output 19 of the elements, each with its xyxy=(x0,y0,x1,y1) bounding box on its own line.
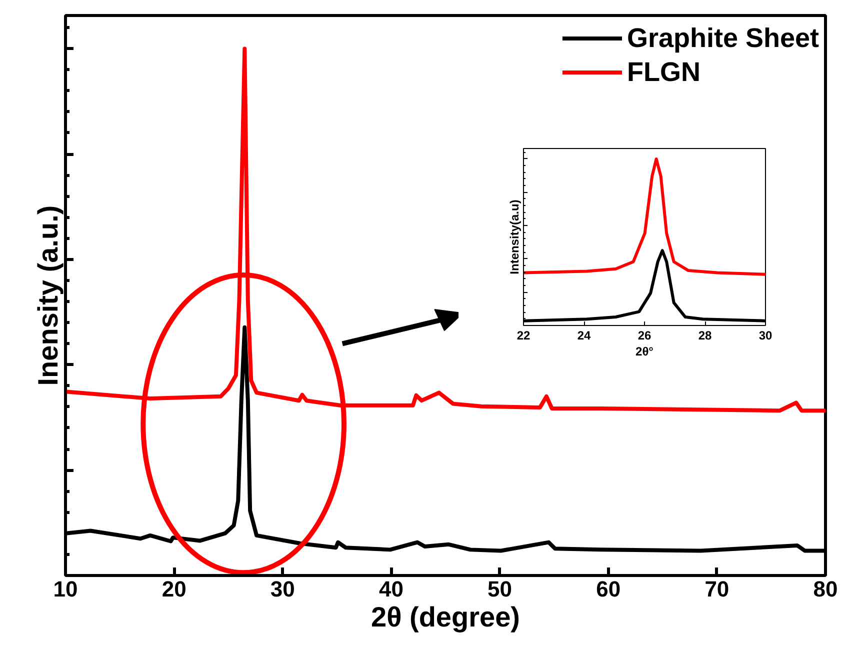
x-axis-title: 2θ° xyxy=(636,344,654,358)
x-tick-label: 30 xyxy=(758,328,772,342)
x-tick-label: 60 xyxy=(596,576,621,602)
x-tick-label: 28 xyxy=(698,328,712,342)
x-tick-label: 22 xyxy=(516,328,530,342)
x-tick-label: 26 xyxy=(638,328,652,342)
x-tick-label: 80 xyxy=(813,576,838,602)
x-tick-label: 70 xyxy=(704,576,730,602)
x-tick-label: 24 xyxy=(577,328,591,342)
x-tick-label: 20 xyxy=(162,576,186,602)
legend-label: FLGN xyxy=(626,56,700,88)
x-tick-label: 30 xyxy=(270,576,295,602)
x-tick-label: 10 xyxy=(53,576,78,602)
y-axis-title: Intensity(a.u) xyxy=(508,200,522,274)
y-axis-title: Inensity (a.u.) xyxy=(32,205,64,386)
legend-label: Graphite Sheet xyxy=(626,22,819,55)
x-axis-title: 2θ (degree) xyxy=(371,602,520,632)
x-tick-label: 40 xyxy=(378,576,404,602)
x-tick-label: 50 xyxy=(488,576,512,602)
